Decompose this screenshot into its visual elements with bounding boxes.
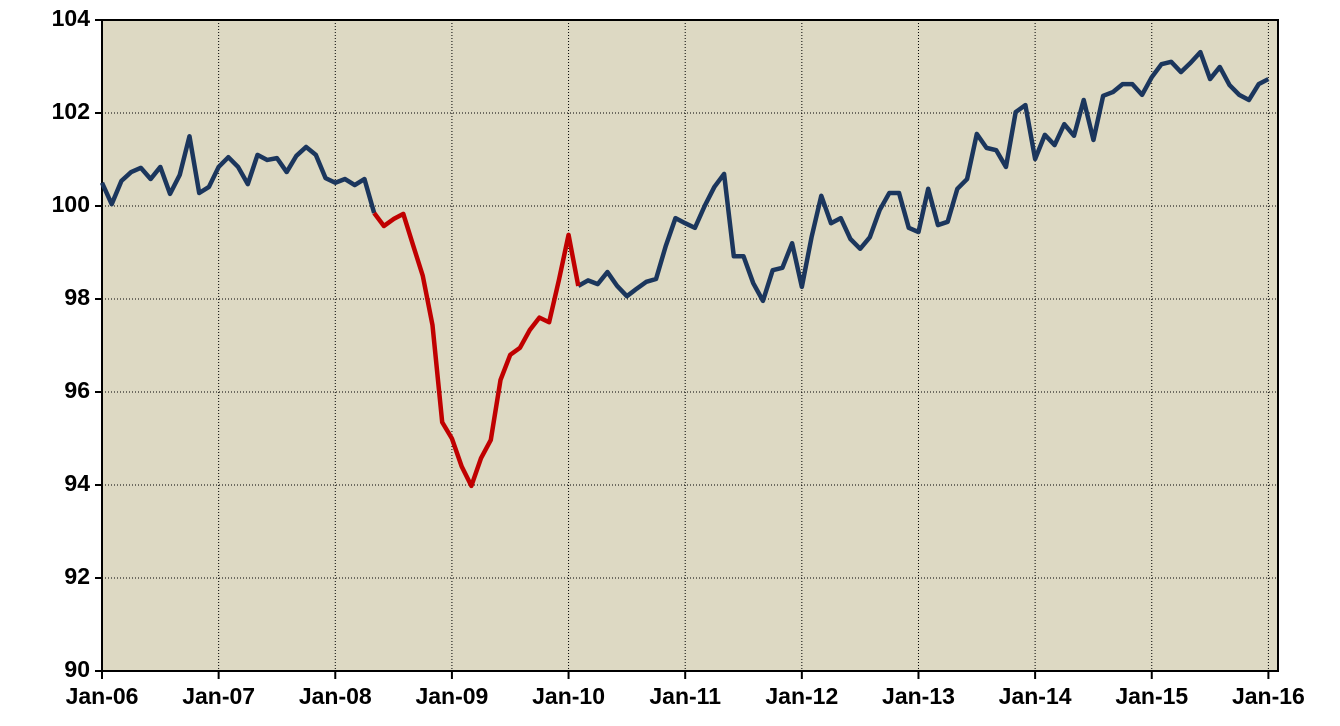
x-tick-label: Jan-10 xyxy=(532,683,605,709)
plot-border xyxy=(101,19,1279,672)
y-tick-label: 104 xyxy=(52,5,91,31)
y-tick-label: 90 xyxy=(64,656,90,682)
x-tick-label: Jan-15 xyxy=(1115,683,1188,709)
x-tick-label: Jan-09 xyxy=(415,683,488,709)
x-tick-label: Jan-08 xyxy=(299,683,372,709)
x-tick-label: Jan-13 xyxy=(882,683,955,709)
x-tick-label: Jan-11 xyxy=(649,683,721,709)
y-tick-label: 100 xyxy=(52,191,90,217)
data-line xyxy=(577,49,1270,304)
plot-area xyxy=(102,20,1278,671)
x-tick-label: Jan-07 xyxy=(182,683,255,709)
x-tick-label: Jan-12 xyxy=(765,683,838,709)
y-tick-label: 96 xyxy=(64,377,90,403)
x-tick-label: Jan-14 xyxy=(999,683,1072,709)
x-tick-label: Jan-06 xyxy=(66,683,139,709)
y-tick-label: 92 xyxy=(64,563,90,589)
data-line xyxy=(99,134,377,214)
x-tick-label: Jan-16 xyxy=(1232,683,1305,709)
y-tick-label: 102 xyxy=(52,98,90,124)
y-tick-label: 94 xyxy=(64,470,90,496)
data-line xyxy=(372,211,581,489)
y-tick-label: 98 xyxy=(64,284,90,310)
